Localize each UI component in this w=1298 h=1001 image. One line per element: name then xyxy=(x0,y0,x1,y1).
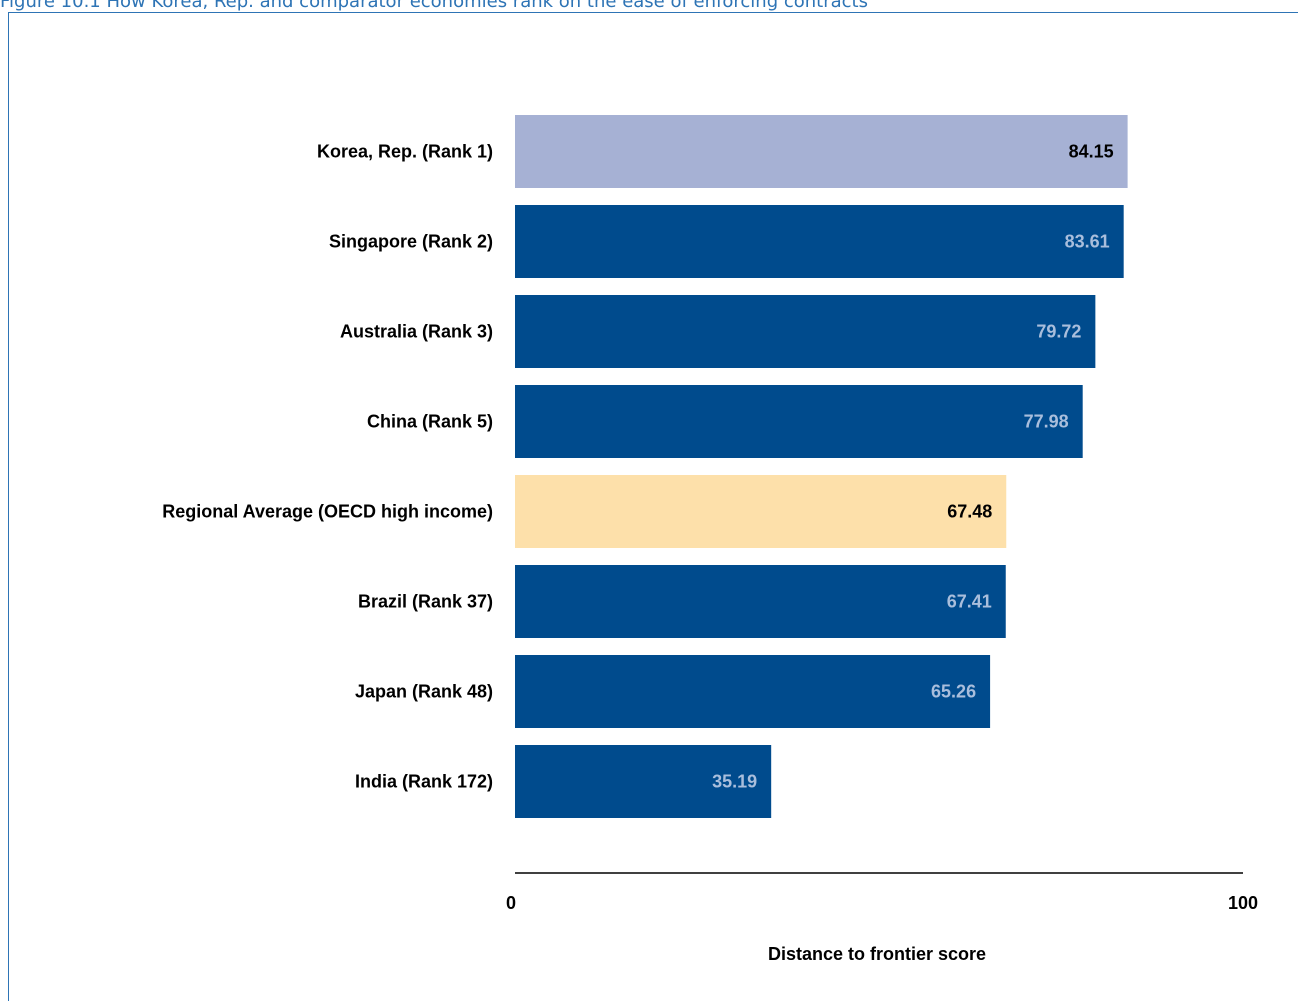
value-label-6: 65.26 xyxy=(931,682,976,702)
category-label-2: Australia (Rank 3) xyxy=(340,322,493,342)
bar-4 xyxy=(515,475,1007,548)
x-axis-title: Distance to frontier score xyxy=(768,944,986,964)
category-labels-group: Korea, Rep. (Rank 1) Singapore (Rank 2) Au… xyxy=(162,142,493,792)
bar-5 xyxy=(515,565,1006,638)
figure-frame xyxy=(8,12,1298,1001)
category-label-0: Korea, Rep. (Rank 1) xyxy=(317,142,493,162)
x-tick-label-1: 100 xyxy=(1228,893,1258,913)
value-label-2: 79.72 xyxy=(1036,322,1081,342)
bar-2 xyxy=(515,295,1096,368)
category-label-5: Brazil (Rank 37) xyxy=(358,592,493,612)
value-label-0: 84.15 xyxy=(1069,142,1114,162)
figure-caption: Figure 10.1 How Korea, Rep. and comparat… xyxy=(0,0,868,12)
bar-1 xyxy=(515,205,1124,278)
category-label-6: Japan (Rank 48) xyxy=(355,682,493,702)
value-label-1: 83.61 xyxy=(1065,232,1110,252)
bar-7 xyxy=(515,745,772,818)
value-label-4: 67.48 xyxy=(947,502,992,522)
bars-group xyxy=(515,115,1128,818)
category-label-1: Singapore (Rank 2) xyxy=(329,232,493,252)
value-label-7: 35.19 xyxy=(712,772,757,792)
value-label-5: 67.41 xyxy=(947,592,992,612)
value-label-3: 77.98 xyxy=(1024,412,1069,432)
bar-6 xyxy=(515,655,991,728)
bar-3 xyxy=(515,385,1083,458)
x-tick-label-0: 0 xyxy=(506,893,516,913)
category-label-3: China (Rank 5) xyxy=(367,412,493,432)
bar-0 xyxy=(515,115,1128,188)
category-label-4: Regional Average (OECD high income) xyxy=(162,502,493,522)
x-tick-labels-group: 0 100 xyxy=(506,893,1258,913)
category-label-7: India (Rank 172) xyxy=(355,772,493,792)
value-labels-group: 84.15 83.61 79.72 77.98 67.48 67.41 65.26 35.19 xyxy=(712,142,1113,792)
